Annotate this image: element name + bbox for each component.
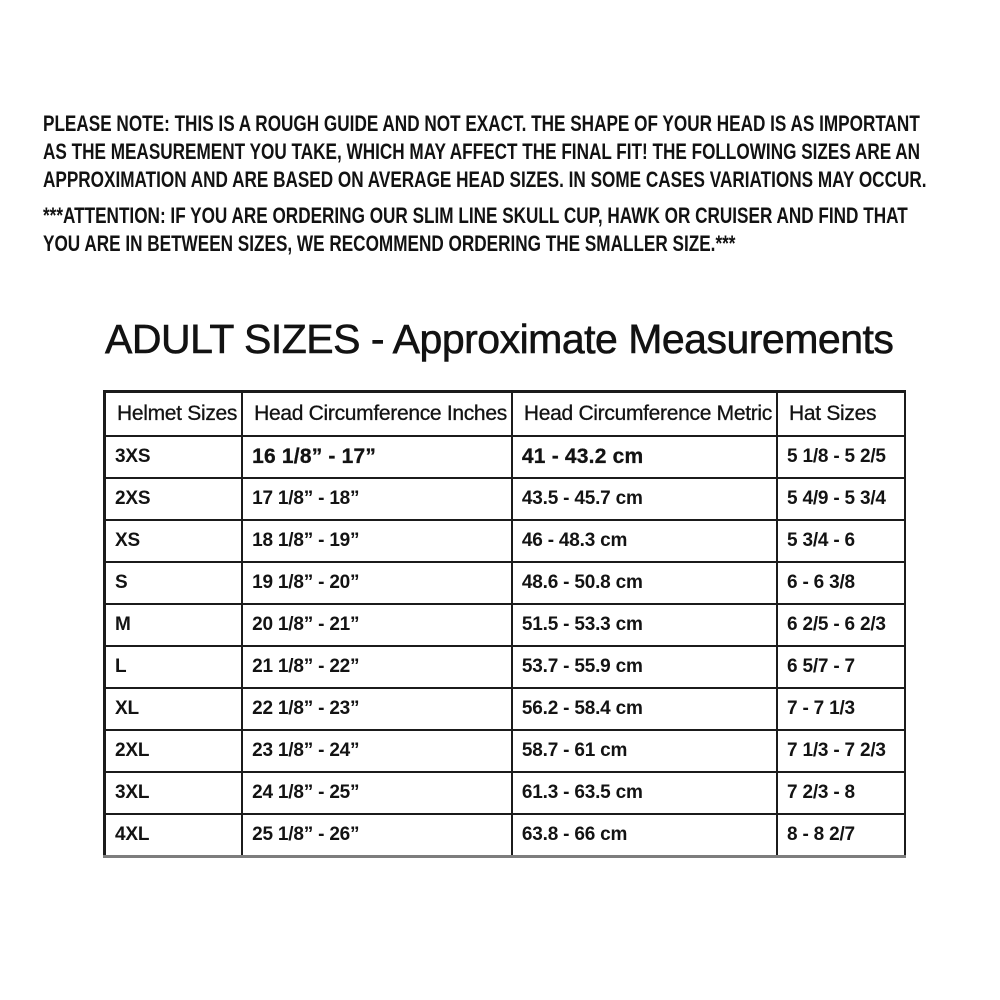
column-header: Head Circumference Inches — [241, 390, 513, 437]
table-cell: 5 1/8 - 5 2/5 — [776, 435, 906, 479]
table-cell: 46 - 48.3 cm — [510, 519, 779, 563]
table-cell: L — [103, 645, 244, 689]
table-row: XS 18 1/8” - 19” 46 - 48.3 cm 5 3/4 - 6 — [103, 519, 906, 563]
table-cell: 6 2/5 - 6 2/3 — [776, 603, 906, 647]
table-row: S 19 1/8” - 20” 48.6 - 50.8 cm 6 - 6 3/8 — [103, 561, 906, 605]
table-cell: 48.6 - 50.8 cm — [510, 561, 779, 605]
table-cell: 24 1/8” - 25” — [241, 771, 513, 815]
table-cell: 23 1/8” - 24” — [241, 729, 513, 773]
table-cell: 7 2/3 - 8 — [776, 771, 906, 815]
table-cell: 22 1/8” - 23” — [241, 687, 513, 731]
text-line: ***ATTENTION: IF YOU ARE ORDERING OUR SL… — [43, 203, 908, 228]
column-header: Hat Sizes — [776, 390, 906, 437]
table-cell: S — [103, 561, 244, 605]
table-cell: 6 5/7 - 7 — [776, 645, 906, 689]
table-cell: 3XS — [103, 435, 244, 479]
table-row: M 20 1/8” - 21” 51.5 - 53.3 cm 6 2/5 - 6 2/… — [103, 603, 906, 647]
table-cell: 2XS — [103, 477, 244, 521]
table-cell: 61.3 - 63.5 cm — [510, 771, 779, 815]
table-cell: 5 4/9 - 5 3/4 — [776, 477, 906, 521]
table-cell: 8 - 8 2/7 — [776, 813, 906, 858]
adult-sizes-table: Helmet Sizes Head Circumference Inches Hea… — [103, 390, 906, 858]
table-cell: 16 1/8” - 17” — [241, 435, 513, 479]
table-cell: 19 1/8” - 20” — [241, 561, 513, 605]
table-cell: 5 3/4 - 6 — [776, 519, 906, 563]
table-cell: 4XL — [103, 813, 244, 858]
table-body: 3XS 16 1/8” - 17” 41 - 43.2 cm 5 1/8 - 5 2/… — [103, 435, 906, 858]
table-cell: 7 1/3 - 7 2/3 — [776, 729, 906, 773]
table-cell: 6 - 6 3/8 — [776, 561, 906, 605]
table-cell: 17 1/8” - 18” — [241, 477, 513, 521]
text-line: AS THE MEASUREMENT YOU TAKE, WHICH MAY A… — [43, 139, 921, 164]
table-cell: XS — [103, 519, 244, 563]
table-row: 4XL 25 1/8” - 26” 63.8 - 66 cm 8 - 8 2/7 — [103, 813, 906, 858]
table-cell: 25 1/8” - 26” — [241, 813, 513, 858]
table-header: Helmet Sizes Head Circumference Inches Hea… — [103, 390, 906, 437]
table-row: XL 22 1/8” - 23” 56.2 - 58.4 cm 7 - 7 1/3 — [103, 687, 906, 731]
table-cell: 43.5 - 45.7 cm — [510, 477, 779, 521]
table-row: L 21 1/8” - 22” 53.7 - 55.9 cm 6 5/7 - 7 — [103, 645, 906, 689]
table-row: 2XS 17 1/8” - 18” 43.5 - 45.7 cm 5 4/9 - 5 … — [103, 477, 906, 521]
table-row: 3XS 16 1/8” - 17” 41 - 43.2 cm 5 1/8 - 5 2/… — [103, 435, 906, 479]
table-cell: 56.2 - 58.4 cm — [510, 687, 779, 731]
table-cell: 7 - 7 1/3 — [776, 687, 906, 731]
table-row: 3XL 24 1/8” - 25” 61.3 - 63.5 cm 7 2/3 - 8 — [103, 771, 906, 815]
text-line: YOU ARE IN BETWEEN SIZES, WE RECOMMEND O… — [43, 231, 736, 256]
table-cell: 41 - 43.2 cm — [510, 435, 779, 479]
table-cell: 51.5 - 53.3 cm — [510, 603, 779, 647]
table-cell: M — [103, 603, 244, 647]
table-cell: 53.7 - 55.9 cm — [510, 645, 779, 689]
table-cell: 63.8 - 66 cm — [510, 813, 779, 858]
table-cell: 58.7 - 61 cm — [510, 729, 779, 773]
column-header: Head Circumference Metric — [510, 390, 779, 437]
column-header: Helmet Sizes — [103, 390, 244, 437]
table-cell: 21 1/8” - 22” — [241, 645, 513, 689]
table-row: 2XL 23 1/8” - 24” 58.7 - 61 cm 7 1/3 - 7 2/… — [103, 729, 906, 773]
table-cell: XL — [103, 687, 244, 731]
table-cell: 3XL — [103, 771, 244, 815]
note-paragraph: PLEASE NOTE: THIS IS A ROUGH GUIDE AND N… — [43, 110, 927, 194]
attention-paragraph: ***ATTENTION: IF YOU ARE ORDERING OUR SL… — [43, 202, 908, 258]
table-cell: 2XL — [103, 729, 244, 773]
text-line: APPROXIMATION AND ARE BASED ON AVERAGE H… — [43, 167, 927, 192]
text-line: PLEASE NOTE: THIS IS A ROUGH GUIDE AND N… — [43, 111, 920, 136]
table-cell: 20 1/8” - 21” — [241, 603, 513, 647]
header-row: Helmet Sizes Head Circumference Inches Hea… — [103, 390, 906, 437]
table-cell: 18 1/8” - 19” — [241, 519, 513, 563]
page-title: ADULT SIZES - Approximate Measurements — [105, 316, 894, 363]
